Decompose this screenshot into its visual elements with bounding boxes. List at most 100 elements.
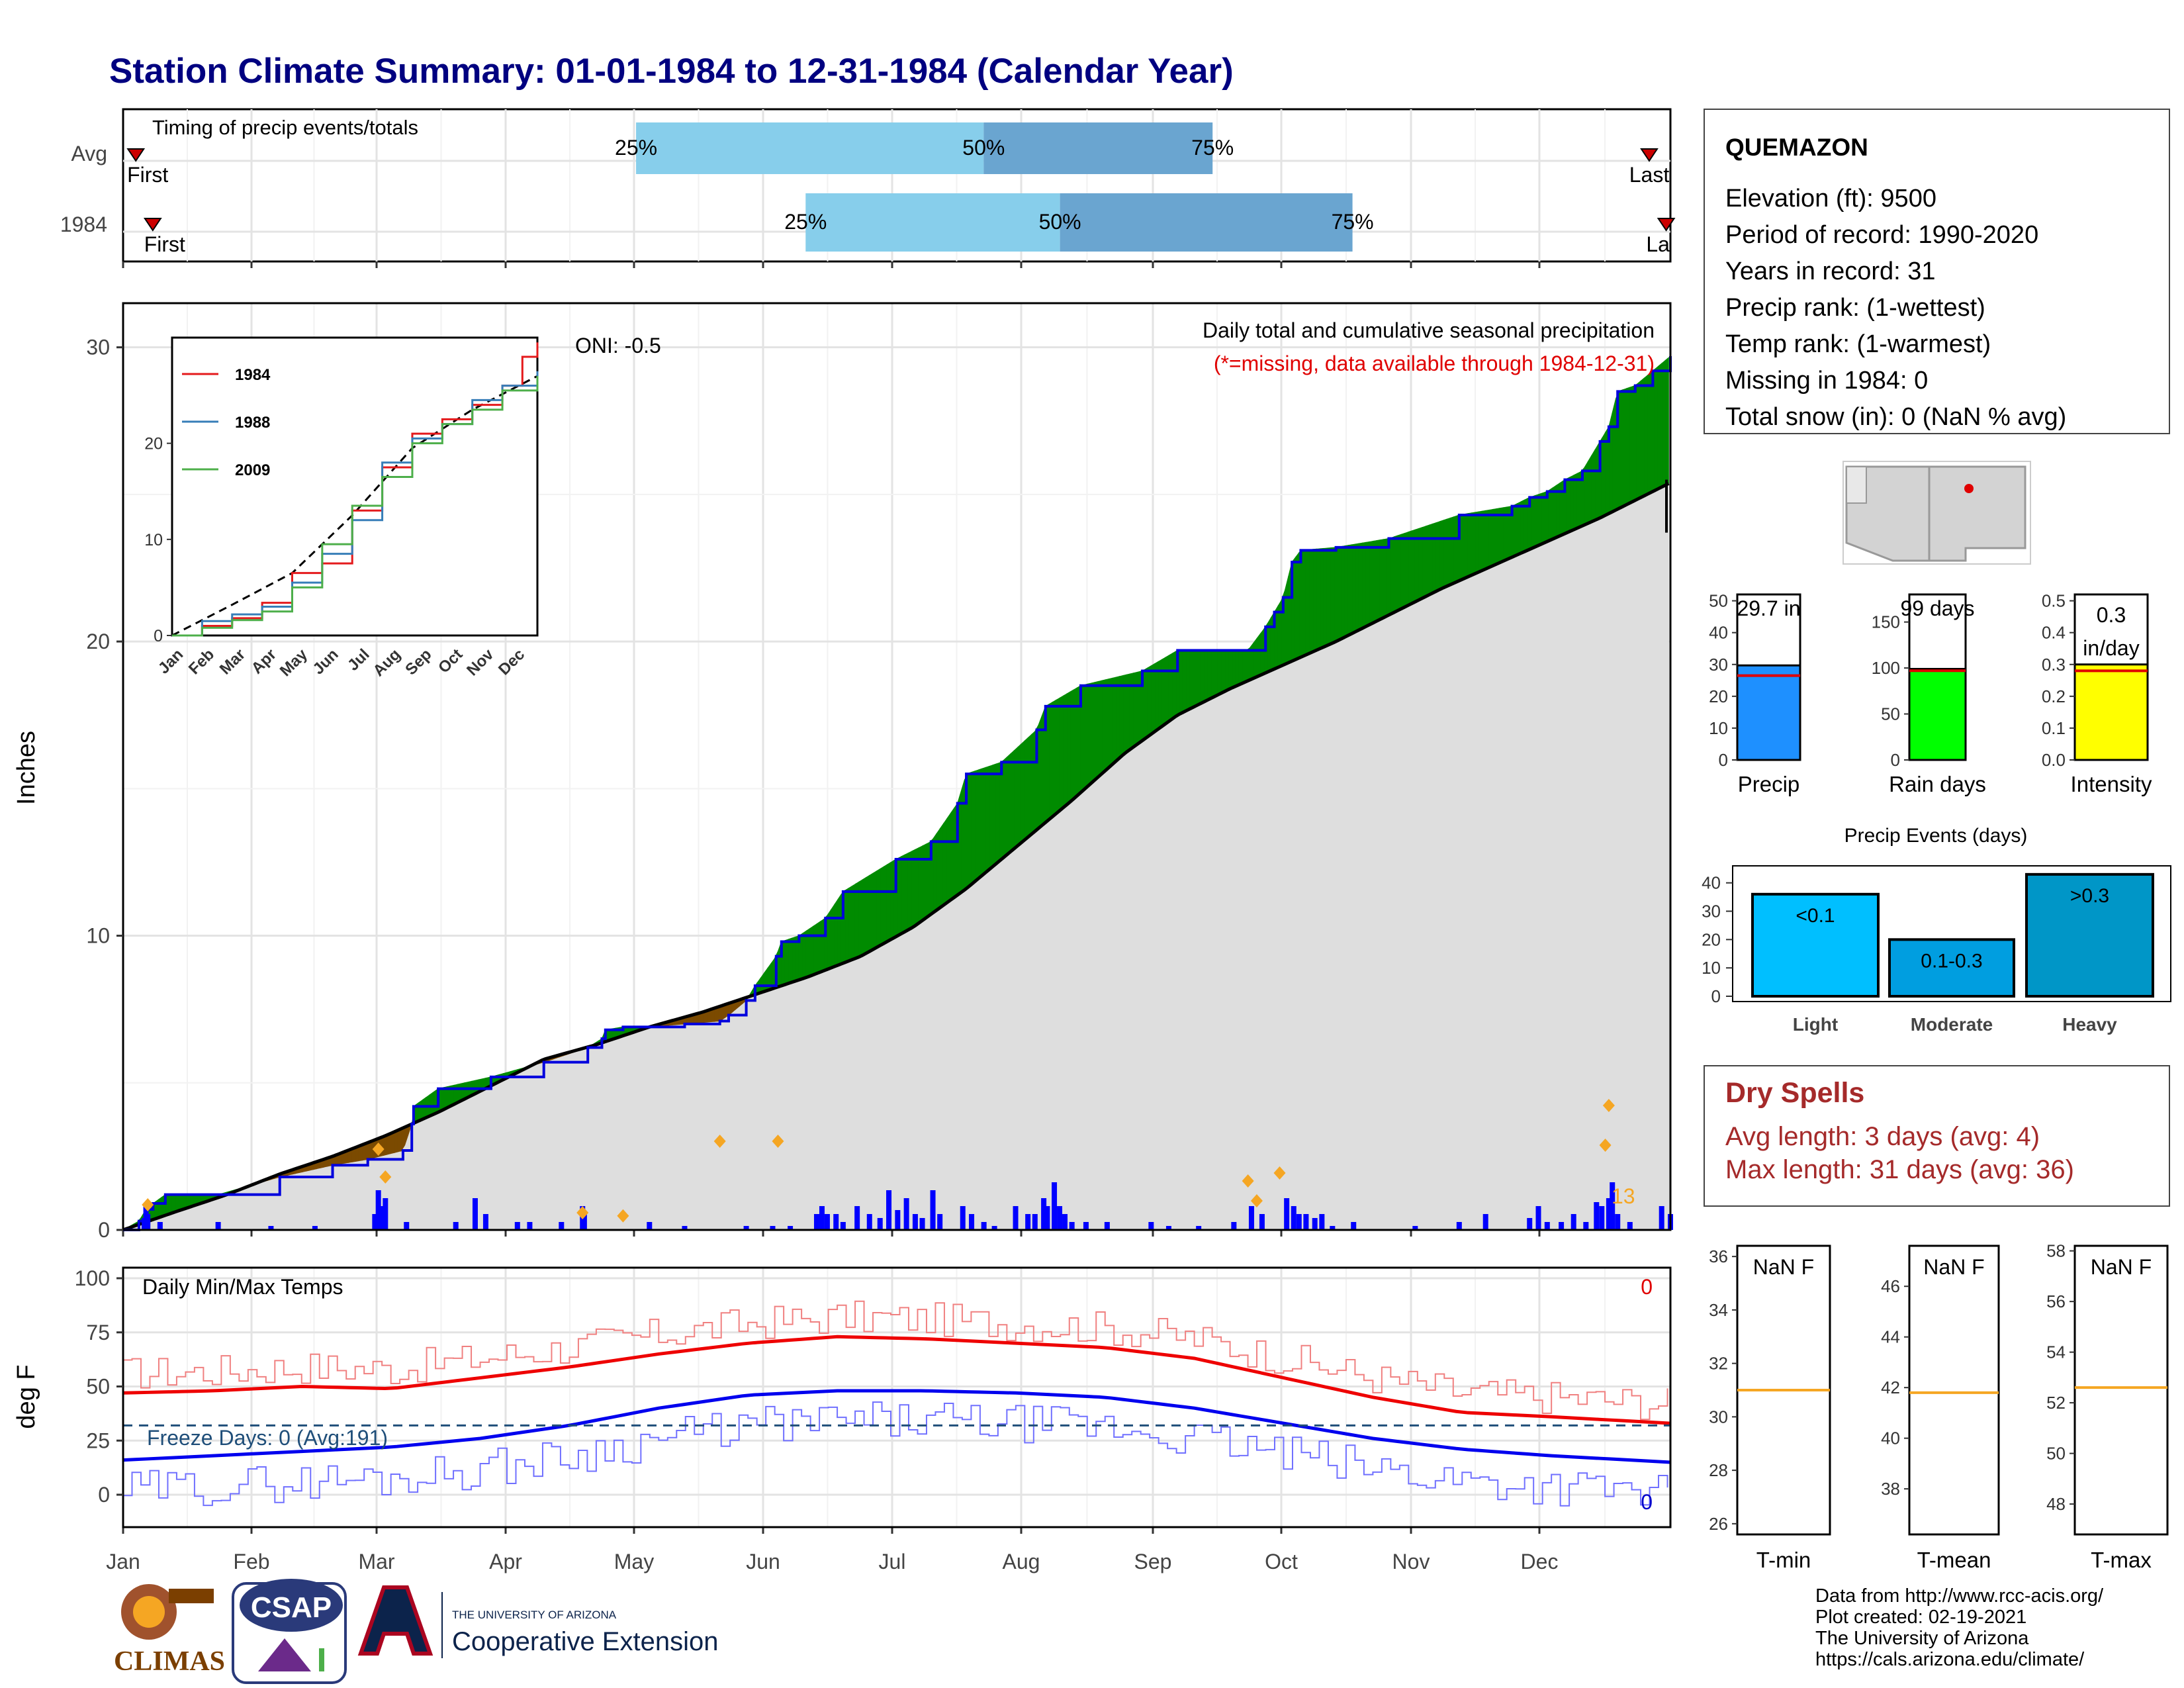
daily-precip-bar <box>1482 1214 1488 1230</box>
surplus-segment <box>1573 473 1578 530</box>
temp-ylabel: deg F <box>13 1364 40 1429</box>
surplus-segment <box>1027 733 1032 838</box>
surplus-segment <box>1443 518 1447 588</box>
daily-precip-bar <box>1057 1206 1063 1230</box>
daily-precip-bar <box>581 1214 587 1230</box>
surplus-segment <box>1400 532 1405 610</box>
surplus-segment <box>1365 541 1370 628</box>
dry-spells-box: Dry Spells Avg length: 3 days (avg: 4) M… <box>1704 1065 2170 1207</box>
surplus-segment <box>1048 701 1053 821</box>
surplus-segment <box>1590 449 1596 523</box>
events-category-label: Moderate <box>1911 1014 1993 1035</box>
map-state-new-mexico <box>1928 465 2026 562</box>
precip-y-tick-label: 0 <box>98 1218 110 1242</box>
inset-legend-label-1988: 1988 <box>235 414 270 432</box>
surplus-segment <box>1249 642 1254 680</box>
month-label-jan: Jan <box>106 1550 140 1573</box>
daily-precip-bar <box>215 1222 221 1230</box>
surplus-segment <box>1460 514 1465 581</box>
precip-cumulative-area <box>122 356 1672 1232</box>
precip-y-tick-label: 10 <box>86 924 110 948</box>
surplus-segment <box>1312 548 1317 653</box>
temp-bar-tick-label: 46 <box>1881 1276 1900 1296</box>
daily-precip-bar <box>404 1222 410 1230</box>
surplus-segment <box>1601 431 1606 518</box>
surplus-segment <box>1654 365 1659 491</box>
temp-lines <box>122 1300 1671 1507</box>
station-info-box: QUEMAZON Elevation (ft): 9500 Period of … <box>1704 109 2170 434</box>
daily-precip-bar <box>877 1218 883 1230</box>
daily-precip-bar <box>969 1214 975 1230</box>
month-label-oct: Oct <box>1265 1550 1298 1573</box>
surplus-segment <box>1083 683 1089 790</box>
daily-precip-bar <box>514 1222 520 1230</box>
precip-event-marker <box>772 1135 784 1148</box>
surplus-segment <box>989 765 993 870</box>
surplus-segment <box>1326 547 1332 646</box>
surplus-segment <box>922 843 927 921</box>
summary-tick-label: 0.3 <box>2042 655 2066 675</box>
daily-precip-bar <box>866 1214 872 1230</box>
daily-precip-bar <box>1032 1214 1038 1230</box>
timing-last-label: Last <box>1629 163 1670 187</box>
temp-top-count: 0 <box>1641 1275 1653 1299</box>
surplus-segment <box>1112 677 1116 765</box>
daily-precip-bar <box>1583 1222 1589 1230</box>
daily-precip-bar <box>1044 1206 1050 1230</box>
surplus-segment <box>1622 388 1627 507</box>
surplus-segment <box>1485 509 1490 570</box>
daily-precip-bar <box>1570 1214 1576 1230</box>
surplus-segment <box>1411 529 1416 604</box>
surplus-segment <box>1467 512 1472 578</box>
surplus-segment <box>1496 508 1500 565</box>
summary-bar-label: Precip <box>1738 772 1800 796</box>
surplus-segment <box>1024 737 1028 841</box>
surplus-segment <box>876 868 881 949</box>
csap-logo: CSAP <box>232 1579 347 1684</box>
surplus-segment <box>1038 715 1042 829</box>
daily-precip-bar <box>1330 1226 1336 1230</box>
events-category-label: Light <box>1793 1014 1838 1035</box>
surplus-segment <box>1383 538 1388 618</box>
surplus-segment <box>1228 649 1233 690</box>
surplus-segment <box>890 859 895 941</box>
surplus-segment <box>1626 387 1631 506</box>
surplus-segment <box>1150 663 1156 735</box>
daily-precip-bar <box>930 1190 936 1230</box>
surplus-segment <box>1657 363 1662 490</box>
tmax-average-line <box>122 1335 1671 1425</box>
station-line-period: Period of record: 1990-2020 <box>1725 221 2038 249</box>
daily-precip-bar <box>375 1190 381 1230</box>
surplus-segment <box>1664 357 1669 486</box>
timing-q25-label: 25% <box>784 210 827 234</box>
inset-legend-label-2009: 2009 <box>235 461 270 479</box>
temp-bar-label: T-max <box>2091 1548 2152 1572</box>
surplus-segment <box>1548 487 1553 541</box>
surplus-segment <box>1435 521 1441 592</box>
surplus-segment <box>1432 522 1437 594</box>
summary-tick-label: 0.5 <box>2042 591 2066 611</box>
daily-precip-bar <box>1104 1222 1110 1230</box>
month-label-feb: Feb <box>233 1550 269 1573</box>
summary-value-label: 29.7 in <box>1737 596 1800 620</box>
precip-panel: 0 10 20 30 Inches ONI: -0.5 Daily total and… <box>13 302 1673 1242</box>
surplus-segment <box>1552 485 1557 540</box>
surplus-segment <box>880 866 884 947</box>
temp-bar-tick-label: 48 <box>2046 1494 2066 1514</box>
daily-precip-bar <box>1062 1214 1068 1230</box>
precip-count-label: 13 <box>1612 1184 1635 1208</box>
temp-bar-tick-label: 52 <box>2046 1393 2066 1413</box>
surplus-segment <box>837 893 842 966</box>
summary-value-label: 99 days <box>1900 596 1974 620</box>
daily-precip-bar <box>1312 1218 1318 1230</box>
temp-bar-tick-label: 56 <box>2046 1291 2066 1311</box>
surplus-segment <box>862 876 866 957</box>
surplus-segment <box>918 845 923 924</box>
surplus-segment <box>1087 682 1092 787</box>
surplus-segment <box>1165 655 1169 725</box>
surplus-segment <box>992 763 997 868</box>
temp-bar-tick-label: 40 <box>1881 1429 1900 1448</box>
events-tick-label: 20 <box>1702 929 1721 949</box>
cooperative-extension-logo: THE UNIVERSITY OF ARIZONA Cooperative Ex… <box>357 1585 718 1658</box>
